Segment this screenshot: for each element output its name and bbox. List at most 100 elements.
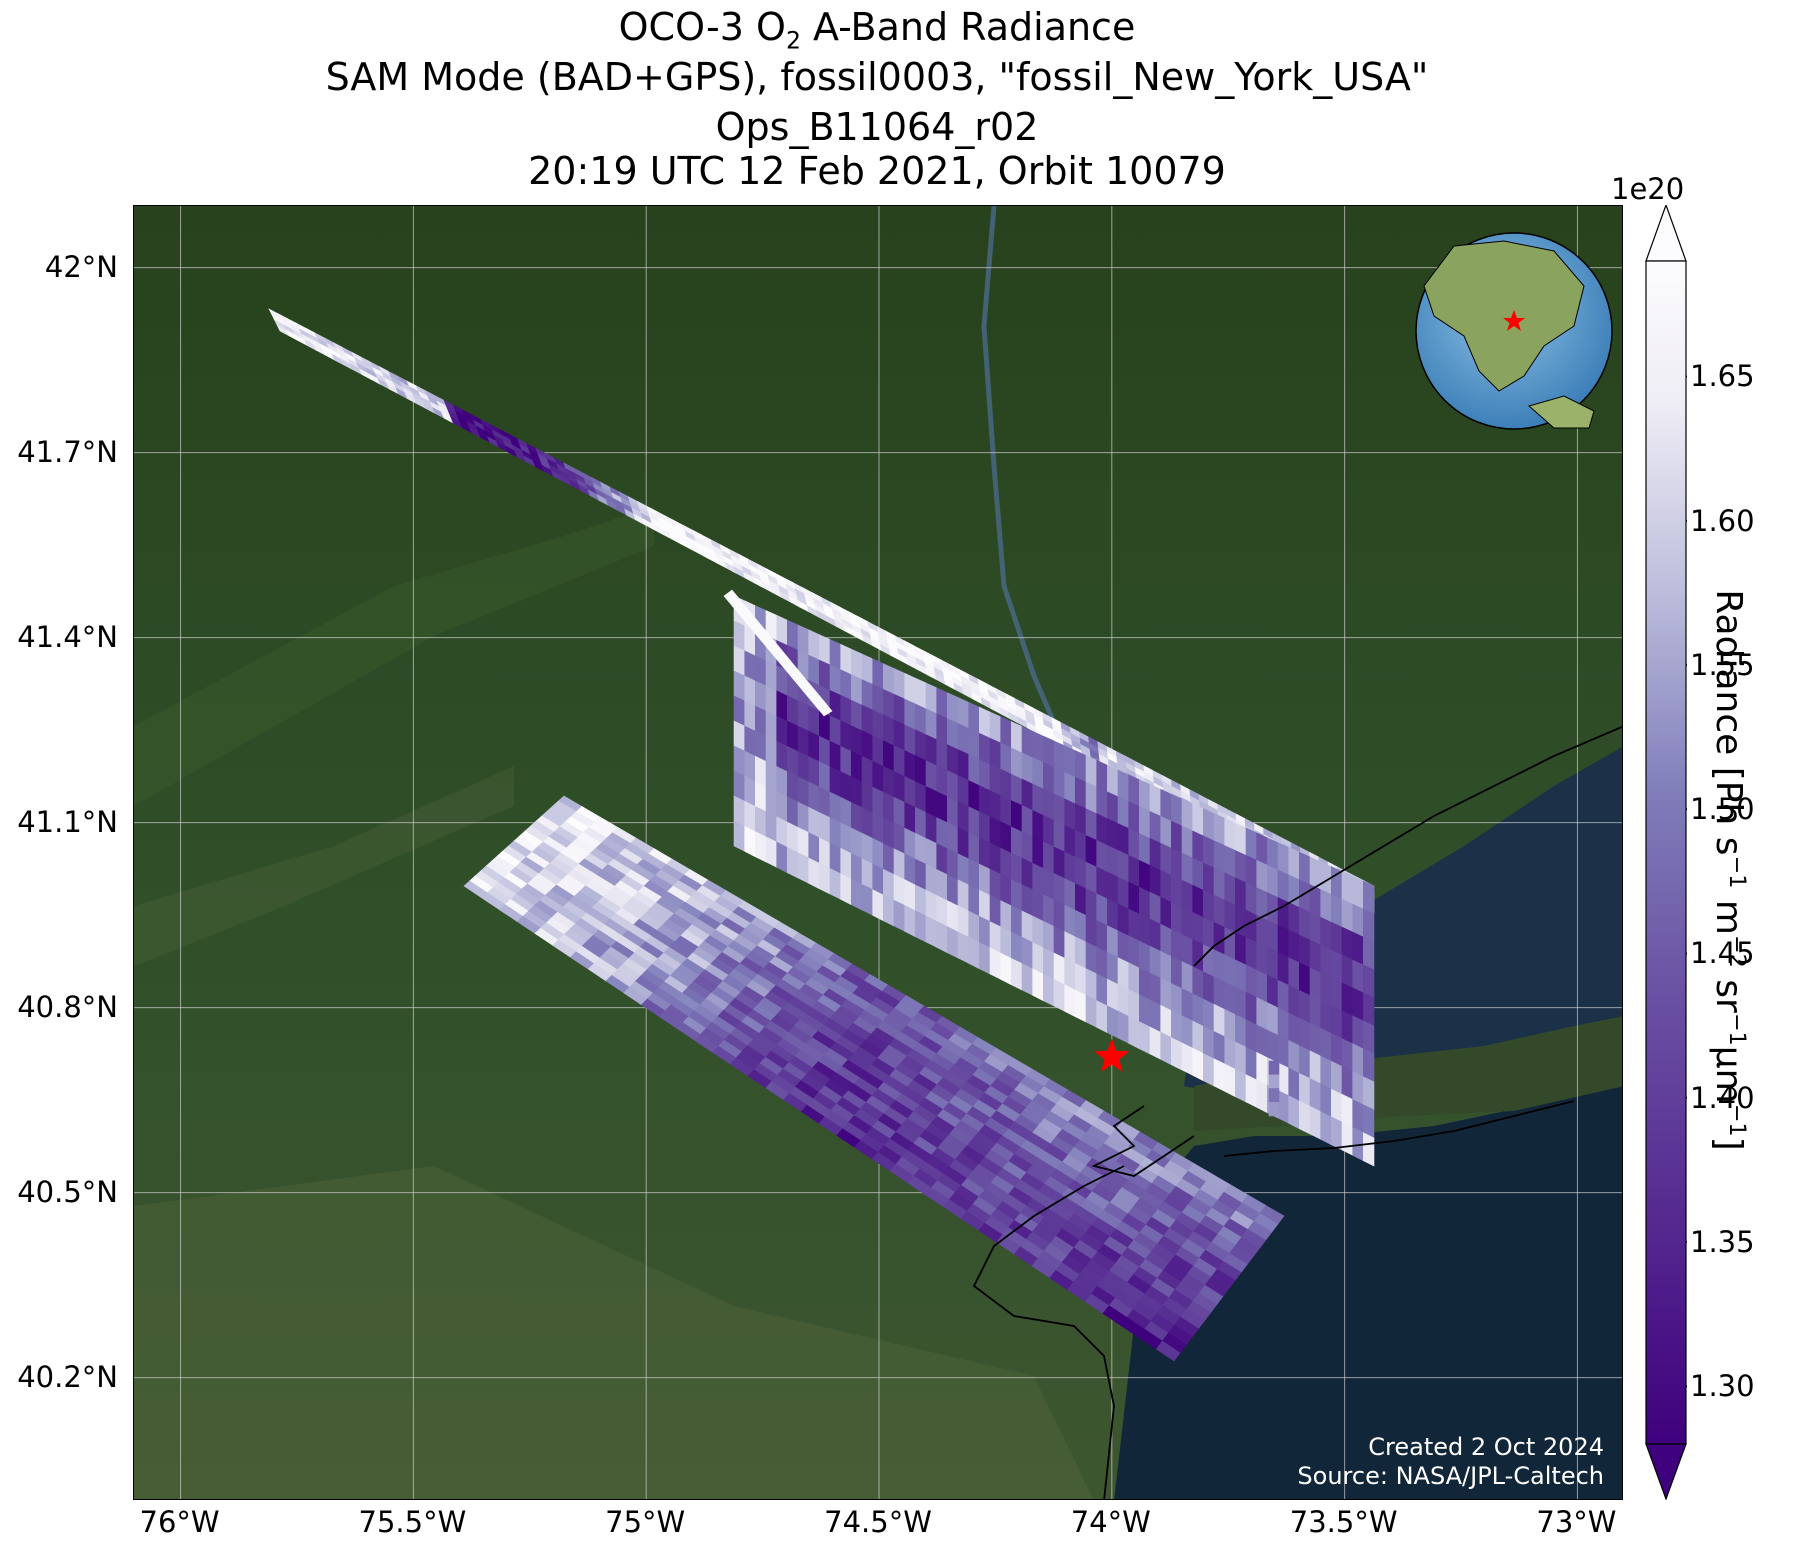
upper-swath-pixel [1203, 998, 1215, 1032]
upper-swath-pixel [1192, 993, 1204, 1027]
longitude-tick-label: 74°W [1070, 1505, 1151, 1539]
upper-swath-pixel [1074, 989, 1087, 1023]
upper-swath-pixel [818, 862, 831, 895]
upper-swath-pixel [1149, 918, 1161, 952]
upper-swath-pixel [1171, 1010, 1183, 1044]
upper-swath-pixel [1331, 1033, 1343, 1067]
upper-swath-pixel [1224, 872, 1236, 906]
upper-swath-pixel [1309, 939, 1321, 974]
upper-swath-pixel [1138, 806, 1151, 839]
upper-swath-pixel [818, 634, 831, 666]
land-ridge-shading [134, 506, 654, 806]
upper-swath-pixel [1064, 745, 1076, 778]
south-swath-pixel [1155, 1340, 1181, 1362]
upper-swath-pixel [1096, 920, 1108, 953]
upper-swath-pixel [1277, 1007, 1289, 1041]
upper-swath-pixel [1192, 1047, 1204, 1082]
upper-swath-pixel [978, 732, 991, 765]
upper-swath-pixel [1277, 897, 1289, 931]
upper-swath-pixel [1331, 1060, 1343, 1095]
upper-swath-pixel [1224, 817, 1236, 851]
upper-swath-pixel [1363, 1076, 1375, 1111]
upper-swath-pixel [1192, 830, 1204, 864]
upper-swath-pixel [1042, 920, 1055, 954]
upper-swath-pixel [1256, 969, 1268, 1004]
upper-swath-pixel [1352, 1043, 1364, 1078]
upper-swath-pixel [1053, 793, 1066, 826]
upper-swath-pixel [1106, 951, 1119, 985]
colorbar-body [1645, 260, 1687, 1445]
upper-swath-pixel [1160, 977, 1172, 1012]
colorbar-tick-label: 1.55 [1690, 647, 1755, 682]
upper-swath-pixel [1245, 1019, 1257, 1053]
map-canvas [134, 206, 1622, 1499]
upper-swath-pixel [1106, 764, 1119, 798]
upper-swath-pixel [1299, 962, 1311, 996]
upper-swath-pixel [1352, 875, 1364, 910]
upper-swath-pixel [1288, 1040, 1300, 1074]
upper-swath-pixel [1309, 967, 1321, 1002]
upper-swath-pixel [1341, 926, 1353, 961]
upper-swath-pixel [1128, 908, 1140, 942]
upper-swath-pixel [1074, 776, 1087, 810]
upper-swath-pixel [1235, 904, 1247, 939]
upper-swath-pixel [1096, 759, 1108, 793]
upper-swath-pixel [1171, 820, 1183, 854]
upper-swath-pixel [893, 693, 906, 726]
upper-swath-pixel [744, 825, 756, 858]
upper-swath-pixel [1341, 1066, 1353, 1100]
upper-swath-pixel [1363, 936, 1375, 971]
upper-swath-pixel [1267, 1029, 1279, 1064]
upper-swath-pixel [1149, 784, 1161, 817]
upper-swath-pixel [1042, 762, 1055, 795]
upper-swath-pixel [1299, 1017, 1311, 1052]
upper-swath-pixel [1320, 889, 1332, 923]
upper-swath-pixel [904, 672, 916, 705]
colorbar-label: Radiance [Ph s−1 m−2 sr−1μm−1] [1708, 589, 1750, 1151]
upper-swath-pixel [925, 734, 938, 767]
upper-swath-pixel [1203, 944, 1215, 978]
upper-swath-pixel [1117, 1010, 1130, 1044]
upper-swath-pixel [1010, 773, 1023, 806]
upper-swath-pixel [1074, 803, 1087, 836]
upper-swath-pixel [1235, 959, 1247, 993]
upper-swath-pixel [1224, 845, 1236, 879]
upper-swath-pixel [1181, 798, 1193, 832]
upper-swath-pixel [1085, 914, 1098, 948]
upper-swath-pixel [1053, 740, 1066, 773]
upper-swath-pixel [1010, 957, 1023, 991]
upper-swath-pixel [882, 688, 895, 721]
upper-swath-pixel [850, 725, 863, 757]
upper-swath-pixel [1117, 903, 1130, 937]
upper-swath-pixel [957, 801, 970, 834]
upper-swath-pixel [1064, 798, 1076, 831]
upper-swath-pixel [1256, 1079, 1268, 1114]
coastline [1091, 1105, 1195, 1177]
upper-swath-pixel [1138, 994, 1151, 1028]
upper-swath-pixel [850, 648, 863, 681]
upper-swath-pixel [1235, 932, 1247, 966]
upper-swath-pixel [840, 873, 852, 906]
upper-swath-pixel [1021, 857, 1034, 891]
upper-swath-pixel [850, 674, 863, 706]
upper-swath-pixel [1128, 828, 1140, 861]
upper-swath-pixel [1299, 1100, 1311, 1135]
upper-swath-pixel [1224, 954, 1236, 988]
upper-swath-pixel [1363, 1104, 1375, 1139]
upper-swath-pixel [1288, 1095, 1300, 1130]
upper-swath-pixel [1128, 881, 1140, 915]
upper-swath-pixel [1245, 937, 1257, 971]
title-line-2: SAM Mode (BAD+GPS), fossil0003, "fossil_… [325, 55, 1429, 99]
upper-swath-pixel [1085, 835, 1098, 868]
upper-swath-pixel [1117, 769, 1130, 803]
colorbar-tick-label: 1.40 [1690, 1080, 1755, 1115]
latitude-tick-label: 40.8°N [17, 989, 118, 1024]
upper-swath-pixel [1032, 968, 1044, 1002]
upper-swath-pixel [808, 857, 820, 890]
upper-swath-pixel [882, 894, 895, 927]
upper-swath-pixel [893, 719, 906, 752]
upper-swath-pixel [1256, 942, 1268, 976]
strip-swath-pixel [1268, 1101, 1280, 1117]
upper-swath-pixel [1192, 939, 1204, 973]
upper-swath-pixel [1267, 864, 1279, 899]
